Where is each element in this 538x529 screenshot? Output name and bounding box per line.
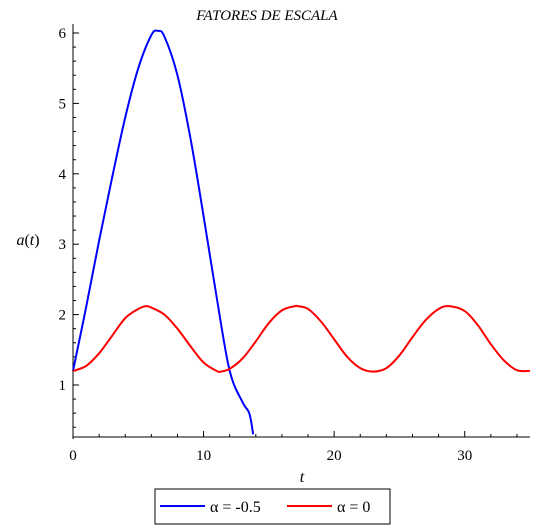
x-tick-label: 20	[327, 448, 342, 464]
chart-title: FATORES DE ESCALA	[195, 8, 338, 24]
legend-label-0: α = -0.5	[210, 499, 261, 516]
x-axis-label: t	[300, 469, 305, 486]
y-tick-label: 4	[59, 167, 67, 183]
y-tick-label: 1	[59, 378, 67, 394]
legend: α = -0.5 α = 0	[155, 489, 390, 524]
y-tick-label: 5	[59, 96, 67, 112]
y-tick-label: 2	[59, 308, 67, 324]
x-tick-label: 30	[457, 448, 472, 464]
y-axis-label: a(t)	[16, 232, 39, 249]
legend-label-1: α = 0	[337, 499, 370, 516]
y-tick-label: 6	[59, 26, 67, 42]
y-tick-label: 3	[59, 237, 67, 253]
x-tick-label: 10	[196, 448, 211, 464]
x-tick-label: 0	[69, 448, 77, 464]
series-line-1	[73, 306, 530, 372]
series-line-0	[73, 30, 253, 434]
